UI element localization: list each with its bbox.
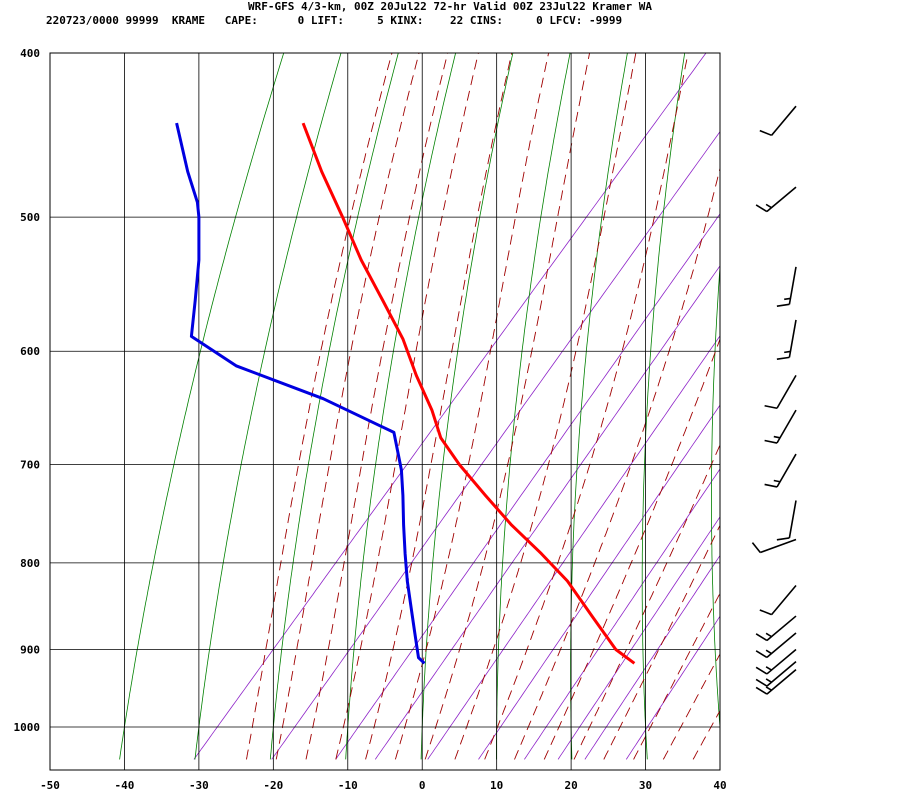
plot-grid (49, 52, 721, 770)
chart-title: WRF-GFS 4/3-km, 00Z 20Jul22 72-hr Valid … (248, 0, 652, 13)
mixing-ratio-line (524, 468, 720, 760)
dry-adiabat-line (345, 53, 457, 760)
x-tick-label: -50 (40, 779, 60, 792)
moist-adiabat-line (484, 53, 689, 760)
moist-adiabat-line (246, 53, 393, 760)
mixing-ratio-line (374, 265, 720, 760)
y-tick-label: 700 (20, 459, 40, 472)
x-tick-label: -30 (189, 779, 209, 792)
wind-barb (776, 266, 797, 307)
wind-barb (764, 374, 797, 410)
mixing-ratio-line (335, 213, 720, 760)
moist-adiabat-line (603, 524, 720, 760)
temperature-profile (301, 122, 636, 665)
moist-adiabat-line (543, 337, 720, 760)
y-tick-label: 900 (20, 643, 40, 656)
dry-adiabat-line (420, 53, 514, 760)
x-tick-label: 20 (564, 779, 577, 792)
x-tick-label: 40 (713, 779, 726, 792)
dry-adiabat-line (194, 53, 342, 760)
y-tick-label: 600 (20, 345, 40, 358)
mixing-ratio-line (478, 404, 720, 760)
mixing-ratio-line (271, 130, 720, 760)
x-tick-label: 10 (490, 779, 503, 792)
moist-adiabat-line (305, 53, 449, 760)
dry-adiabat-line (779, 44, 801, 760)
mixing-ratio-line (625, 615, 720, 760)
wind-barb (755, 186, 797, 213)
x-tick-label: -10 (338, 779, 358, 792)
moist-adiabat-line (723, 44, 900, 760)
dry-adiabat-line (844, 44, 874, 760)
moist-adiabat-line (633, 592, 720, 760)
wind-barb (755, 648, 797, 675)
sounding-profiles (175, 122, 636, 665)
x-tick-label: 0 (419, 779, 426, 792)
moist-adiabat-line (424, 53, 591, 760)
dry-adiabat-line (570, 53, 628, 760)
mixing-ratio-line (557, 516, 720, 760)
wind-barb (776, 500, 797, 541)
x-tick-labels: -50 -40 -30 -20 -10 0 10 20 30 40 (40, 779, 727, 792)
moist-adiabat-line (454, 53, 637, 760)
background-lines (119, 44, 900, 760)
dewpoint-profile (175, 122, 426, 665)
moist-adiabat-line (365, 53, 513, 760)
moist-adiabat-line (573, 443, 720, 760)
moist-adiabat-line (275, 53, 420, 760)
x-tick-label: -20 (263, 779, 283, 792)
station-index-line: 220723/0000 99999 KRAME CAPE: 0 LIFT: 5 … (46, 14, 623, 27)
moist-adiabat-line (335, 53, 479, 760)
wind-barb (755, 615, 797, 642)
wind-barb (751, 538, 797, 554)
moist-adiabat-line (692, 709, 720, 760)
y-tick-label: 800 (20, 557, 40, 570)
wind-barb (764, 453, 797, 488)
dry-adiabat-line (496, 53, 571, 760)
x-tick-label: 30 (639, 779, 652, 792)
moist-adiabat-line (514, 166, 720, 760)
dry-adiabat-line (711, 261, 720, 732)
plot-frame (49, 52, 721, 771)
y-tick-label: 400 (20, 47, 40, 60)
dry-adiabat-line (119, 53, 285, 760)
y-tick-label: 500 (20, 211, 40, 224)
wind-barb (755, 661, 797, 687)
moist-adiabat-line (394, 53, 550, 760)
mixing-ratio-line (193, 53, 707, 760)
wind-barb (759, 584, 797, 616)
wind-barbs (751, 105, 797, 695)
y-tick-labels: 400 500 600 700 800 900 1000 (14, 47, 41, 734)
mixing-ratio-line (584, 554, 720, 760)
y-tick-label: 1000 (14, 721, 41, 734)
x-tick-label: -40 (115, 779, 135, 792)
wind-barb (755, 669, 797, 695)
dry-adiabat-line (641, 53, 686, 760)
wind-barb (764, 409, 797, 444)
wind-barb (776, 319, 797, 361)
wind-barb (755, 632, 797, 659)
wind-barb (759, 105, 797, 137)
dry-adiabat-line (269, 53, 399, 760)
